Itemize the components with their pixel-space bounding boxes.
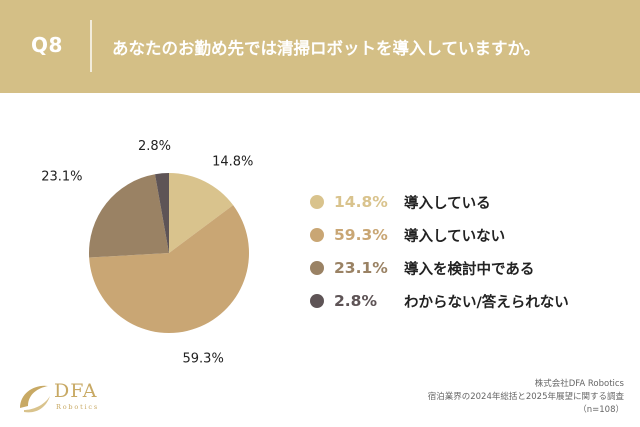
pie-slice (154, 173, 169, 253)
legend-swatch (310, 261, 324, 275)
slice-value-label: 14.8% (212, 154, 253, 169)
slice-value-label: 23.1% (41, 170, 82, 185)
slice-value-label: 2.8% (138, 139, 171, 154)
legend-swatch (310, 294, 324, 308)
slice-value-label: 59.3% (183, 351, 224, 366)
legend-item: 23.1% 導入を検討中である (310, 256, 630, 280)
logo-mark-icon (20, 385, 50, 413)
legend-swatch (310, 228, 324, 242)
legend-percent: 23.1% (334, 259, 388, 277)
header-bar: Q8 あなたのお勤め先では清掃ロボットを導入していますか。 (0, 0, 640, 90)
source-line: 宿泊業界の2024年総括と2025年展望に関する調査 (427, 392, 624, 402)
legend-percent: 14.8% (334, 193, 388, 211)
logo-text: DFA (54, 380, 98, 402)
legend-item: 2.8% わからない/答えられない (310, 289, 630, 313)
legend-percent: 2.8% (334, 292, 377, 310)
pie-slice (169, 173, 234, 253)
legend-percent: 59.3% (334, 226, 388, 244)
question-number: Q8 (31, 33, 63, 57)
logo-subtext: Robotics (56, 403, 99, 411)
source-note: 株式会社DFA Robotics 宿泊業界の2024年総括と2025年展望に関す… (428, 378, 624, 417)
legend-label: 導入を検討中である (404, 261, 535, 278)
legend-item: 14.8% 導入している (310, 190, 630, 214)
company-logo: DFA Robotics (14, 380, 124, 420)
pie-chart: 14.8% 59.3% 23.1% 2.8% (41, 139, 253, 367)
legend-item: 59.3% 導入していない (310, 223, 630, 247)
source-line: （n=108） (578, 405, 624, 415)
legend-label: 導入していない (404, 228, 506, 245)
source-line: 株式会社DFA Robotics (534, 379, 624, 389)
question-title: あなたのお勤め先では清掃ロボットを導入していますか。 (112, 39, 541, 58)
legend-swatch (310, 195, 324, 209)
pie-slice (89, 174, 169, 258)
legend-label: 導入している (404, 195, 491, 212)
pie-slice (89, 205, 250, 333)
header-divider (90, 20, 92, 72)
legend-label: わからない/答えられない (404, 294, 569, 311)
